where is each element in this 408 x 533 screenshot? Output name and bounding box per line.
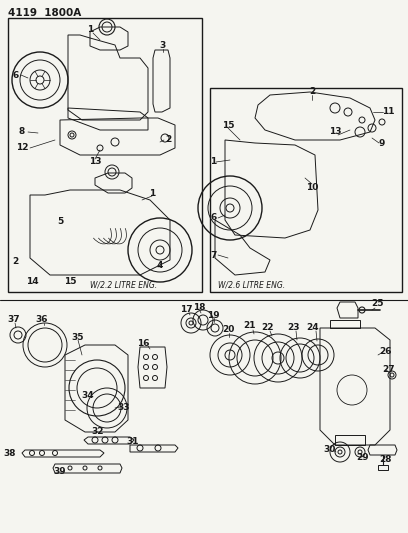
Text: 10: 10 bbox=[306, 182, 318, 191]
Text: 7: 7 bbox=[211, 251, 217, 260]
Text: 36: 36 bbox=[36, 316, 48, 325]
Text: 1: 1 bbox=[149, 189, 155, 198]
Text: 17: 17 bbox=[180, 305, 192, 314]
Text: 2: 2 bbox=[165, 135, 171, 144]
Text: 13: 13 bbox=[89, 157, 101, 166]
Text: 26: 26 bbox=[380, 348, 392, 357]
Text: 28: 28 bbox=[379, 456, 391, 464]
Text: 11: 11 bbox=[382, 108, 394, 117]
Text: 1: 1 bbox=[87, 26, 93, 35]
Text: 14: 14 bbox=[26, 278, 38, 287]
Text: 22: 22 bbox=[262, 324, 274, 333]
Text: 30: 30 bbox=[324, 446, 336, 455]
Text: 15: 15 bbox=[64, 278, 76, 287]
Text: 39: 39 bbox=[54, 467, 67, 477]
Text: 38: 38 bbox=[4, 448, 16, 457]
Text: 1: 1 bbox=[210, 157, 216, 166]
Text: 33: 33 bbox=[118, 402, 130, 411]
Text: W/2.2 LITRE ENG.: W/2.2 LITRE ENG. bbox=[90, 280, 157, 289]
Text: 25: 25 bbox=[372, 300, 384, 309]
Text: 27: 27 bbox=[383, 366, 395, 375]
Text: 3: 3 bbox=[160, 42, 166, 51]
Text: 8: 8 bbox=[19, 127, 25, 136]
Text: 2: 2 bbox=[12, 257, 18, 266]
Text: 4: 4 bbox=[157, 261, 163, 270]
Text: 16: 16 bbox=[137, 340, 149, 349]
Bar bbox=[210, 88, 402, 292]
Text: 32: 32 bbox=[92, 427, 104, 437]
Text: 18: 18 bbox=[193, 303, 205, 312]
Text: 6: 6 bbox=[211, 214, 217, 222]
Text: 37: 37 bbox=[8, 316, 20, 325]
Text: 35: 35 bbox=[72, 333, 84, 342]
Text: 23: 23 bbox=[288, 324, 300, 333]
Text: 20: 20 bbox=[222, 326, 234, 335]
Text: 5: 5 bbox=[57, 217, 63, 227]
Text: W/2.6 LITRE ENG.: W/2.6 LITRE ENG. bbox=[218, 280, 285, 289]
Text: 19: 19 bbox=[207, 311, 220, 319]
Text: 9: 9 bbox=[379, 139, 385, 148]
Text: 4119  1800A: 4119 1800A bbox=[8, 8, 81, 18]
Text: 12: 12 bbox=[16, 143, 28, 152]
Text: 24: 24 bbox=[307, 324, 319, 333]
Text: 6: 6 bbox=[13, 70, 19, 79]
Text: 34: 34 bbox=[82, 391, 94, 400]
Text: 2: 2 bbox=[309, 87, 315, 96]
Text: 31: 31 bbox=[127, 438, 139, 447]
Text: 15: 15 bbox=[222, 120, 234, 130]
Text: 21: 21 bbox=[244, 321, 256, 330]
Bar bbox=[8, 18, 202, 292]
Text: 29: 29 bbox=[357, 454, 369, 463]
Text: 13: 13 bbox=[329, 127, 341, 136]
